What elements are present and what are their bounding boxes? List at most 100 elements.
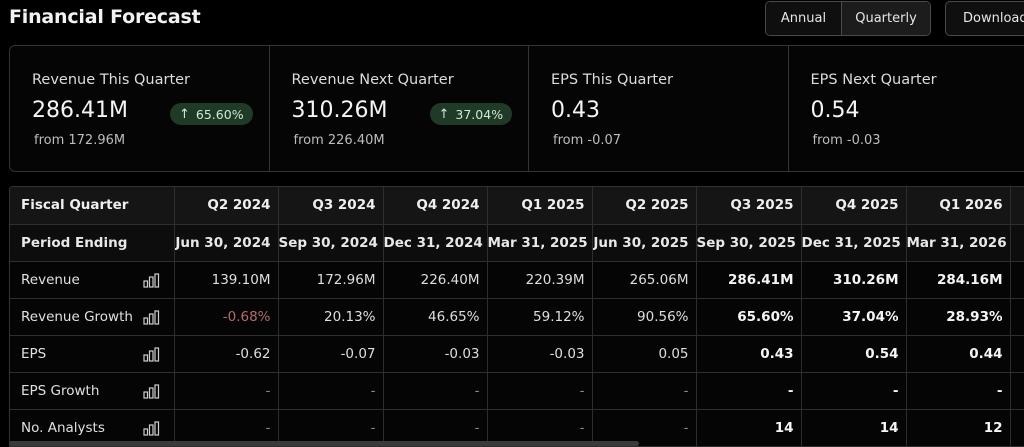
card-from: from 172.96M xyxy=(34,133,126,148)
table-cell: 0.54 xyxy=(801,335,907,373)
table-cell: 284.16M xyxy=(906,261,1011,299)
overflow-cell xyxy=(1010,335,1024,373)
row-label-text: No. Analysts xyxy=(21,419,105,436)
table-cell: 0.43 xyxy=(696,335,802,373)
table-cell: - xyxy=(383,409,488,447)
table-cell: 0.05 xyxy=(592,335,697,373)
period-label: Period Ending xyxy=(10,224,175,262)
card-from: from -0.07 xyxy=(553,133,622,148)
download-button[interactable]: Download xyxy=(945,1,1024,36)
period-ending-cell: Sep 30, 2025 xyxy=(696,224,802,262)
table-cell: 139.10M xyxy=(174,261,279,299)
table-row: Revenue Growth -0.68% 20.13% 46.65% 59.12% 90… xyxy=(10,298,1024,336)
period-ending-cell: Dec 31, 2024 xyxy=(383,224,488,262)
overflow-cell xyxy=(1010,298,1024,336)
table-row: Revenue 139.10M 172.96M 226.40M 220.39M 265.0… xyxy=(10,261,1024,299)
header-label: Fiscal Quarter xyxy=(10,187,175,225)
card-value: 0.54 xyxy=(810,98,860,123)
row-label: EPS xyxy=(10,335,175,373)
table-cell: - xyxy=(487,409,593,447)
table-row: EPS -0.62 -0.07 -0.03 -0.03 0.05 0.43 0.54 0.44 xyxy=(10,335,1024,373)
forecast-table-container: Fiscal Quarter Q2 2024 Q3 2024 Q4 2024 Q1 20… xyxy=(9,186,1024,447)
bar-chart-icon[interactable] xyxy=(142,272,160,288)
card-value: 286.41M xyxy=(32,98,128,123)
table-cell: - xyxy=(696,372,802,410)
card-value: 310.26M xyxy=(291,98,388,123)
table-cell: - xyxy=(592,409,697,447)
horizontal-scrollbar[interactable] xyxy=(9,441,639,446)
period-ending-cell: Jun 30, 2024 xyxy=(174,224,279,262)
period-ending-cell: Jun 30, 2025 xyxy=(592,224,697,262)
row-label: No. Analysts xyxy=(10,409,175,447)
bar-chart-icon[interactable] xyxy=(142,309,160,325)
card-value: 0.43 xyxy=(551,98,600,123)
header-quarter[interactable]: Q4 2024 xyxy=(383,187,488,225)
table-cell: 0.44 xyxy=(906,335,1011,373)
bar-chart-icon[interactable] xyxy=(142,346,160,362)
period-overflow xyxy=(1010,224,1024,262)
table-cell: - xyxy=(801,372,907,410)
growth-badge: ↑ 37.04% xyxy=(429,103,513,125)
table-cell: 310.26M xyxy=(801,261,907,299)
header-quarter[interactable]: Q1 2026 xyxy=(906,187,1011,225)
header-quarter[interactable]: Q2 2024 xyxy=(174,187,279,225)
header-quarter[interactable]: Q4 2025 xyxy=(801,187,907,225)
table-cell: 220.39M xyxy=(487,261,593,299)
bar-chart-icon[interactable] xyxy=(142,383,160,399)
table-cell: - xyxy=(174,409,279,447)
table-cell: -0.03 xyxy=(487,335,593,373)
row-label: Revenue Growth xyxy=(10,298,175,336)
header-quarter[interactable]: Q1 2025 xyxy=(487,187,593,225)
card-label: EPS Next Quarter xyxy=(810,72,937,88)
row-label-text: EPS xyxy=(21,345,47,362)
header-overflow xyxy=(1010,187,1024,225)
quarterly-toggle-button[interactable]: Quarterly xyxy=(842,2,930,35)
header-quarter[interactable]: Q3 2025 xyxy=(696,187,802,225)
row-label: EPS Growth xyxy=(10,372,175,410)
header-quarter[interactable]: Q3 2024 xyxy=(278,187,384,225)
table-cell: 46.65% xyxy=(383,298,488,336)
arrow-up-icon: ↑ xyxy=(438,106,450,122)
bar-chart-icon[interactable] xyxy=(142,420,160,436)
summary-cards: Revenue This Quarter 286.41M ↑ 65.60% fr… xyxy=(9,45,1024,172)
card-eps-this-quarter: EPS This Quarter 0.43 from -0.07 xyxy=(529,46,789,171)
card-revenue-this-quarter: Revenue This Quarter 286.41M ↑ 65.60% fr… xyxy=(10,46,270,171)
badge-value: 37.04% xyxy=(455,106,504,122)
card-from: from -0.03 xyxy=(812,133,881,148)
row-label: Revenue xyxy=(10,261,175,299)
card-from: from 226.40M xyxy=(293,133,385,148)
period-ending-cell: Mar 31, 2025 xyxy=(487,224,593,262)
table-cell: 286.41M xyxy=(696,261,802,299)
table-row: EPS Growth - - - - - - - - xyxy=(10,372,1024,410)
forecast-table: Fiscal Quarter Q2 2024 Q3 2024 Q4 2024 Q1 20… xyxy=(10,187,1024,447)
table-cell: 226.40M xyxy=(383,261,488,299)
table-cell: 59.12% xyxy=(487,298,593,336)
table-cell: 90.56% xyxy=(592,298,697,336)
badge-value: 65.60% xyxy=(195,106,244,122)
annual-toggle-button[interactable]: Annual xyxy=(766,2,842,35)
growth-badge: ↑ 65.60% xyxy=(170,103,253,125)
card-label: EPS This Quarter xyxy=(551,72,673,88)
table-cell: - xyxy=(906,372,1011,410)
header-quarter[interactable]: Q2 2025 xyxy=(592,187,697,225)
arrow-up-icon: ↑ xyxy=(179,106,190,122)
table-cell: 265.06M xyxy=(592,261,697,299)
table-cell: 172.96M xyxy=(278,261,384,299)
table-cell: 28.93% xyxy=(906,298,1011,336)
table-cell: -0.03 xyxy=(383,335,488,373)
table-cell: - xyxy=(592,372,697,410)
period-toggle: Annual Quarterly xyxy=(765,1,931,36)
table-cell: 14 xyxy=(696,409,802,447)
period-ending-cell: Mar 31, 2026 xyxy=(906,224,1011,262)
table-header-row: Fiscal Quarter Q2 2024 Q3 2024 Q4 2024 Q1 20… xyxy=(10,187,1024,225)
period-ending-cell: Sep 30, 2024 xyxy=(278,224,384,262)
table-cell: - xyxy=(174,372,279,410)
card-label: Revenue This Quarter xyxy=(32,72,191,88)
table-cell: - xyxy=(383,372,488,410)
table-period-row: Period Ending Jun 30, 2024 Sep 30, 2024 Dec… xyxy=(10,224,1024,262)
row-label-text: EPS Growth xyxy=(21,382,100,399)
table-cell: 37.04% xyxy=(801,298,907,336)
table-cell: - xyxy=(487,372,593,410)
table-cell: 12 xyxy=(906,409,1011,447)
card-label: Revenue Next Quarter xyxy=(291,72,454,88)
